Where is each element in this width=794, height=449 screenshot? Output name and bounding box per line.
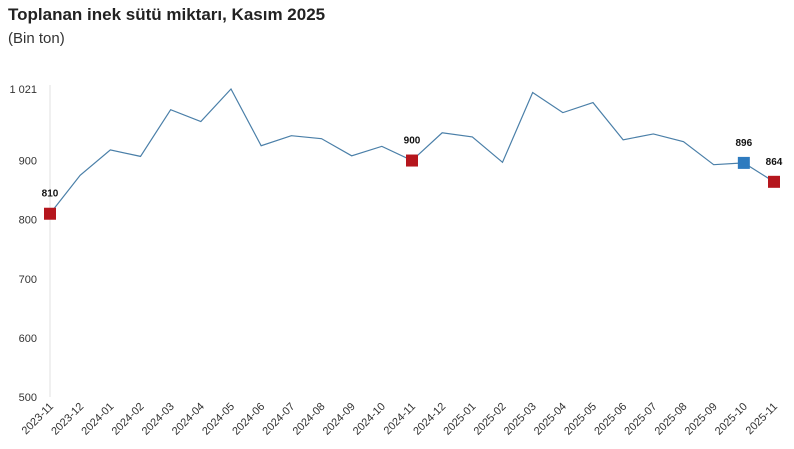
y-tick-label: 600	[19, 333, 37, 345]
y-tick-label: 900	[19, 156, 37, 168]
chart-title: Toplanan inek sütü miktarı, Kasım 2025	[8, 5, 326, 24]
data-point-marker	[737, 156, 750, 169]
x-tick-label: 2024-02	[110, 401, 147, 438]
data-line	[49, 87, 775, 215]
chart-subtitle: (Bin ton)	[8, 30, 65, 47]
x-tick-label: 2025-05	[562, 401, 599, 438]
x-tick-label: 2025-02	[472, 401, 509, 438]
x-tick-label: 2024-10	[351, 401, 388, 438]
x-tick-label: 2024-07	[260, 401, 297, 438]
data-point-marker	[768, 175, 780, 188]
data-label: 810	[42, 189, 59, 200]
x-tick-label: 2025-11	[744, 401, 780, 437]
data-label: 900	[404, 136, 421, 147]
x-tick-label: 2024-09	[321, 401, 358, 438]
x-tick-label: 2025-08	[653, 401, 690, 438]
x-tick-label: 2024-06	[230, 401, 267, 438]
x-tick-label: 2024-04	[170, 401, 207, 438]
x-tick-label: 2024-05	[200, 401, 237, 438]
x-tick-label: 2024-08	[291, 401, 328, 438]
data-point-marker	[406, 154, 418, 167]
x-tick-label: 2023-12	[49, 401, 86, 438]
x-tick-label: 2025-04	[532, 401, 569, 438]
x-tick-label: 2024-01	[79, 401, 116, 438]
data-label: 896	[735, 138, 752, 149]
x-tick-label: 2025-09	[683, 401, 720, 438]
x-tick-label: 2024-03	[140, 401, 177, 438]
x-tick-label: 2025-01	[441, 401, 478, 438]
y-tick-label: 700	[19, 274, 37, 286]
y-tick-label: 800	[19, 215, 37, 227]
x-tick-label: 2025-03	[502, 401, 539, 438]
y-tick-label: 1 021	[9, 84, 37, 96]
x-tick-label: 2024-12	[411, 401, 448, 438]
x-tick-label: 2025-06	[592, 401, 629, 438]
data-label: 864	[766, 157, 783, 168]
data-point-marker	[44, 207, 56, 220]
x-tick-label: 2025-07	[622, 401, 659, 438]
x-tick-label: 2025-10	[713, 401, 750, 438]
y-tick-label: 500	[19, 392, 37, 404]
